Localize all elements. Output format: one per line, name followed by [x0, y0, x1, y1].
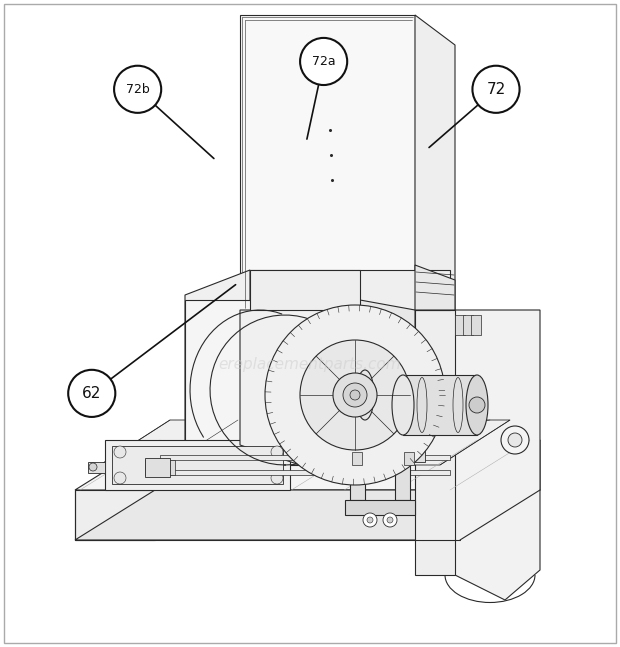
Circle shape [68, 370, 115, 417]
Polygon shape [350, 460, 365, 500]
Polygon shape [404, 452, 414, 465]
Polygon shape [250, 270, 360, 310]
Polygon shape [415, 310, 455, 575]
Circle shape [350, 390, 360, 400]
Polygon shape [88, 462, 105, 473]
Polygon shape [345, 500, 415, 515]
Circle shape [383, 513, 397, 527]
Circle shape [114, 446, 126, 458]
Circle shape [363, 513, 377, 527]
Polygon shape [460, 440, 540, 540]
Ellipse shape [392, 375, 414, 435]
Circle shape [343, 383, 367, 407]
Polygon shape [145, 458, 170, 477]
Polygon shape [415, 15, 455, 310]
Ellipse shape [466, 375, 488, 435]
Polygon shape [75, 490, 155, 540]
Circle shape [300, 38, 347, 85]
Polygon shape [105, 440, 290, 490]
Circle shape [114, 66, 161, 113]
Polygon shape [75, 440, 540, 490]
Polygon shape [100, 420, 510, 465]
Circle shape [271, 446, 283, 458]
Circle shape [508, 433, 522, 447]
Circle shape [265, 305, 445, 485]
Text: 72b: 72b [126, 83, 149, 96]
Text: 62: 62 [82, 386, 102, 401]
Polygon shape [471, 315, 481, 335]
Polygon shape [185, 270, 250, 465]
Polygon shape [455, 315, 465, 335]
Circle shape [469, 397, 485, 413]
Circle shape [114, 472, 126, 484]
Polygon shape [395, 460, 410, 500]
Polygon shape [112, 446, 283, 484]
Polygon shape [352, 452, 362, 465]
Text: 72: 72 [486, 82, 506, 97]
Circle shape [300, 340, 410, 450]
Text: ereplacementparts.com: ereplacementparts.com [219, 358, 401, 373]
Polygon shape [403, 375, 477, 435]
Circle shape [333, 373, 377, 417]
Polygon shape [455, 310, 540, 600]
Polygon shape [463, 315, 473, 335]
Polygon shape [250, 270, 450, 310]
Circle shape [367, 517, 373, 523]
Polygon shape [240, 15, 415, 310]
Circle shape [472, 66, 520, 113]
Circle shape [387, 517, 393, 523]
Circle shape [89, 463, 97, 471]
Polygon shape [360, 300, 415, 445]
Ellipse shape [356, 370, 374, 420]
Polygon shape [75, 490, 540, 540]
Polygon shape [415, 265, 455, 310]
Circle shape [271, 472, 283, 484]
Text: 72a: 72a [312, 55, 335, 68]
Circle shape [501, 426, 529, 454]
Polygon shape [160, 455, 450, 460]
Polygon shape [400, 445, 425, 462]
Polygon shape [185, 300, 360, 465]
Polygon shape [145, 460, 175, 475]
Polygon shape [160, 470, 450, 475]
Polygon shape [240, 310, 360, 465]
